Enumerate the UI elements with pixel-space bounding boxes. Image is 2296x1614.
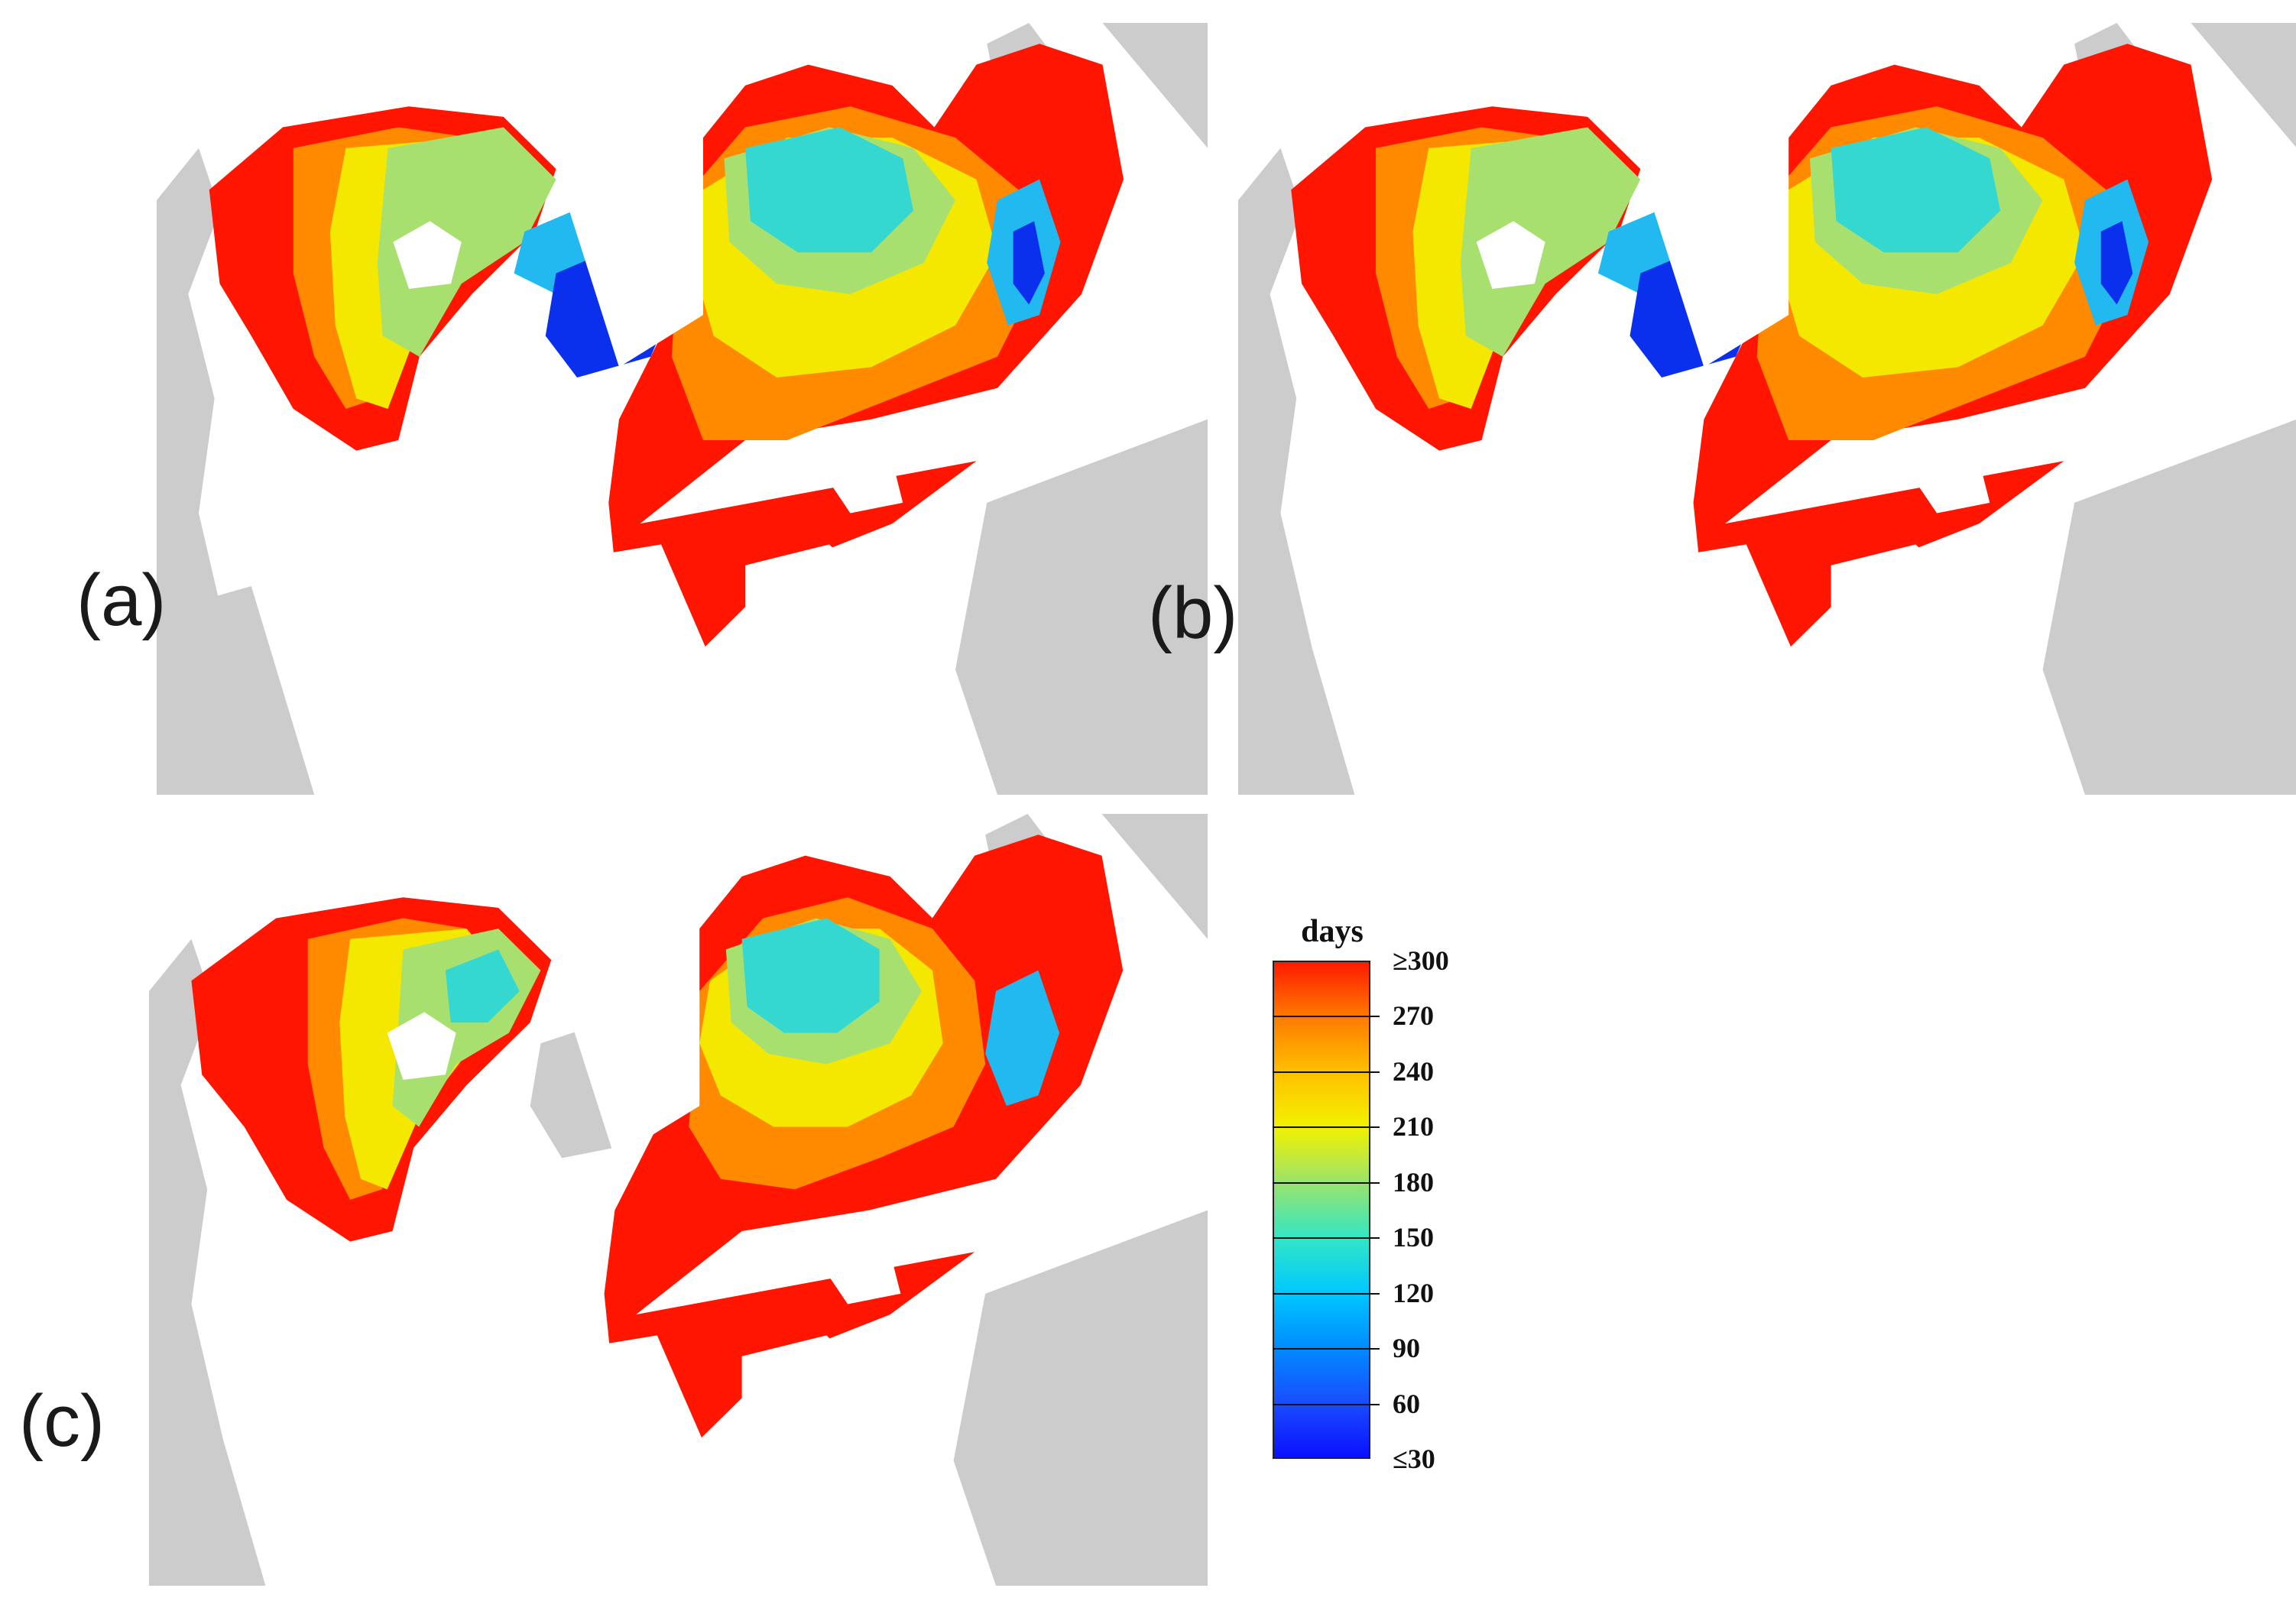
north-polar-map-a (157, 23, 1208, 795)
legend-tick-label: 240 (1393, 1055, 1434, 1087)
panel-label-a: (a) (76, 559, 167, 641)
legend-color-bar (1273, 961, 1370, 1459)
north-america (1291, 106, 1641, 451)
eurasia (604, 835, 1124, 1440)
legend-tick (1273, 1292, 1380, 1295)
north-polar-map-b (1238, 23, 2296, 795)
legend-tick-label: 120 (1393, 1277, 1434, 1308)
ocean-white (1513, 64, 1810, 795)
grey-landmass (149, 814, 1208, 1586)
map-panel-a (157, 23, 1208, 795)
legend-tick-label: 150 (1393, 1222, 1434, 1253)
color-legend: days ≥300 270 240 210 180 150 120 90 60 ≤30 (1253, 913, 1498, 1479)
map-panel-b (1238, 23, 2296, 795)
legend-tick (1273, 1126, 1380, 1129)
map-panel-c (149, 814, 1208, 1586)
legend-tick-label: ≤30 (1393, 1444, 1435, 1474)
legend-title: days (1301, 914, 1364, 949)
legend-tick-label: 180 (1393, 1166, 1434, 1198)
grey-landmass (157, 23, 1208, 795)
legend-tick-label: 210 (1393, 1111, 1434, 1142)
legend-tick (1273, 1181, 1380, 1184)
legend-tick (1273, 1348, 1380, 1350)
north-america (209, 106, 556, 451)
eurasia (608, 44, 1124, 649)
eurasia (1693, 44, 2213, 649)
ocean-white (424, 855, 721, 1586)
north-america (191, 897, 552, 1242)
legend-tick (1273, 1071, 1380, 1073)
legend-tick (1273, 1237, 1380, 1240)
legend-tick-label: 270 (1393, 1000, 1434, 1032)
panel-label-c: (c) (19, 1380, 105, 1462)
legend-tick-label: 90 (1393, 1333, 1420, 1364)
legend-tick (1273, 1016, 1380, 1018)
panel-label-b: (b) (1148, 572, 1238, 654)
legend-tick-label: 60 (1393, 1388, 1420, 1419)
legend-tick (1273, 1403, 1380, 1405)
north-polar-map-c (149, 814, 1208, 1586)
ocean-white (430, 64, 725, 795)
legend-tick-label: ≥300 (1393, 945, 1449, 976)
